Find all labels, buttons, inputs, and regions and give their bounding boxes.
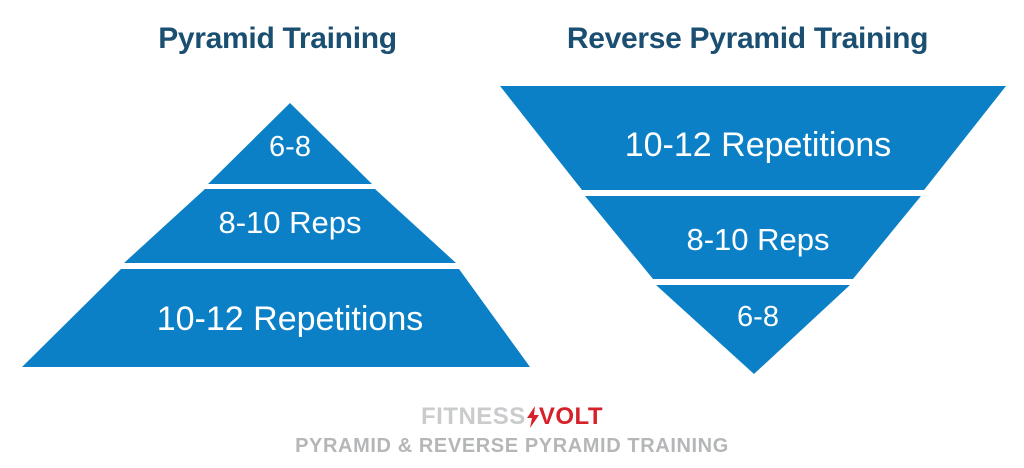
footer-caption: PYRAMID & REVERSE PYRAMID TRAINING [295,435,729,457]
reverse-pyramid-stage-middle-label: 8-10 Reps [686,222,830,257]
brand-logo: FITNESS VOLT [0,403,1024,430]
pyramid-stage-middle-label: 8-10 Reps [218,205,362,240]
reverse-pyramid-stage-bottom [656,285,850,374]
lightning-bolt-icon [526,406,540,428]
brand-logo-volt-text: VOLT [538,403,604,430]
reverse-pyramid-stage-top [500,86,1006,190]
brand-logo-fitness-text: FITNESS [420,403,526,430]
reverse-pyramid-stage-top-label: 10-12 Repetitions [624,126,892,164]
page-title-pyramid: Pyramid Training [158,22,397,55]
pyramid-stage-top [208,103,372,184]
reverse-pyramid-stage-bottom-label: 6-8 [737,301,779,333]
reverse-pyramid-stage-middle [585,196,921,279]
pyramid-stage-top-label: 6-8 [269,131,311,163]
pyramid-stage-bottom [22,269,530,367]
pyramid-stage-middle [124,189,456,263]
footer: FITNESS VOLT PYRAMID & REVERSE PYRAMID T… [0,403,1024,458]
pyramid-stage-bottom-label: 10-12 Repetitions [156,300,424,338]
page-title-reverse-pyramid: Reverse Pyramid Training [566,22,929,55]
